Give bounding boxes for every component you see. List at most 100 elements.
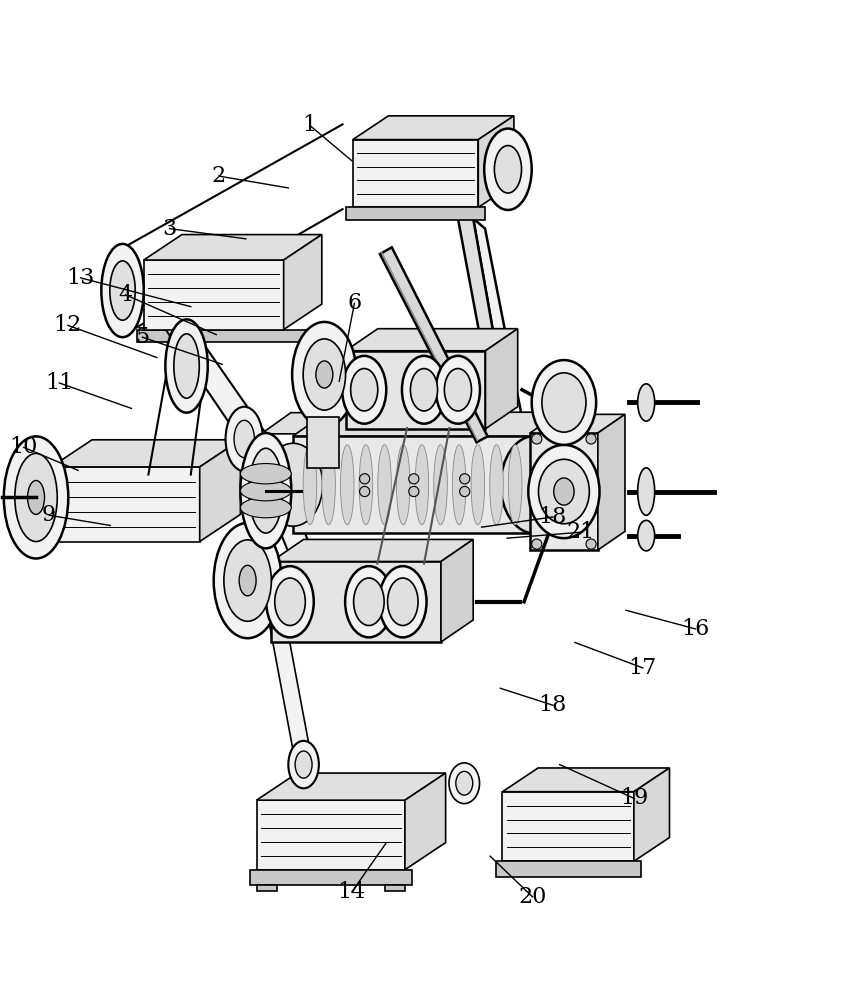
Ellipse shape [315, 361, 332, 388]
Ellipse shape [14, 453, 58, 542]
Ellipse shape [241, 464, 292, 484]
Polygon shape [598, 414, 625, 550]
Polygon shape [473, 218, 526, 445]
Ellipse shape [410, 369, 438, 411]
Ellipse shape [292, 322, 356, 427]
Polygon shape [441, 539, 473, 642]
Text: 1: 1 [303, 114, 316, 136]
Ellipse shape [165, 319, 208, 413]
Ellipse shape [409, 474, 419, 484]
Text: 17: 17 [628, 657, 657, 679]
Ellipse shape [214, 523, 282, 638]
Text: 18: 18 [538, 694, 567, 716]
Polygon shape [458, 218, 513, 445]
Text: 9: 9 [42, 504, 56, 526]
Ellipse shape [409, 486, 419, 497]
Ellipse shape [490, 445, 504, 525]
Polygon shape [478, 116, 514, 207]
Polygon shape [530, 433, 598, 550]
Ellipse shape [303, 339, 345, 410]
Ellipse shape [378, 445, 392, 525]
Ellipse shape [345, 566, 393, 637]
Polygon shape [516, 432, 530, 530]
Polygon shape [346, 351, 485, 429]
Polygon shape [283, 235, 322, 330]
Ellipse shape [453, 445, 466, 525]
Polygon shape [485, 329, 517, 429]
Text: 20: 20 [518, 886, 547, 908]
Polygon shape [502, 792, 633, 861]
Ellipse shape [360, 445, 373, 525]
Text: 5: 5 [136, 326, 149, 348]
Text: 13: 13 [66, 267, 95, 289]
Text: 3: 3 [163, 218, 176, 240]
Ellipse shape [4, 436, 68, 559]
Text: 19: 19 [620, 787, 649, 809]
Polygon shape [293, 436, 534, 533]
Polygon shape [256, 800, 405, 870]
Ellipse shape [322, 445, 336, 525]
Polygon shape [143, 260, 283, 330]
Ellipse shape [101, 244, 143, 337]
Polygon shape [530, 414, 625, 433]
Ellipse shape [379, 566, 427, 637]
Ellipse shape [436, 356, 480, 424]
Polygon shape [405, 773, 446, 870]
Ellipse shape [275, 578, 305, 626]
Ellipse shape [402, 356, 446, 424]
Ellipse shape [500, 436, 568, 533]
Polygon shape [51, 440, 241, 467]
Ellipse shape [360, 474, 370, 484]
Polygon shape [307, 417, 339, 468]
Ellipse shape [397, 445, 410, 525]
Ellipse shape [295, 751, 312, 778]
Polygon shape [353, 116, 514, 140]
Ellipse shape [241, 480, 292, 501]
Ellipse shape [638, 384, 655, 421]
Polygon shape [293, 412, 568, 436]
Ellipse shape [449, 763, 480, 804]
Ellipse shape [288, 741, 319, 788]
Ellipse shape [444, 369, 471, 411]
Ellipse shape [528, 445, 600, 538]
Ellipse shape [532, 434, 542, 444]
Polygon shape [51, 467, 199, 542]
Ellipse shape [586, 434, 596, 444]
Polygon shape [256, 885, 276, 891]
Ellipse shape [263, 443, 323, 526]
Polygon shape [246, 439, 318, 573]
Ellipse shape [542, 373, 586, 432]
Ellipse shape [416, 445, 429, 525]
Ellipse shape [586, 539, 596, 549]
Polygon shape [249, 870, 412, 885]
Polygon shape [199, 440, 241, 542]
Ellipse shape [226, 407, 263, 471]
Polygon shape [236, 445, 312, 761]
Polygon shape [346, 329, 517, 351]
Ellipse shape [241, 433, 292, 548]
Ellipse shape [554, 478, 574, 505]
Text: 12: 12 [53, 314, 82, 336]
Text: 18: 18 [538, 506, 567, 528]
Ellipse shape [27, 480, 44, 514]
Polygon shape [271, 561, 441, 642]
Polygon shape [159, 313, 270, 447]
Polygon shape [502, 768, 670, 792]
Ellipse shape [494, 146, 522, 193]
Ellipse shape [532, 539, 542, 549]
Ellipse shape [360, 486, 370, 497]
Ellipse shape [342, 356, 387, 424]
Ellipse shape [532, 360, 596, 445]
Ellipse shape [456, 771, 473, 795]
Ellipse shape [388, 578, 418, 626]
Text: 21: 21 [566, 521, 595, 543]
Polygon shape [271, 539, 473, 561]
Ellipse shape [638, 520, 655, 551]
Text: 6: 6 [348, 292, 361, 314]
Ellipse shape [304, 445, 317, 525]
Polygon shape [137, 330, 329, 342]
Text: 14: 14 [338, 881, 366, 903]
Polygon shape [143, 235, 322, 260]
Ellipse shape [638, 468, 655, 515]
Ellipse shape [341, 445, 354, 525]
